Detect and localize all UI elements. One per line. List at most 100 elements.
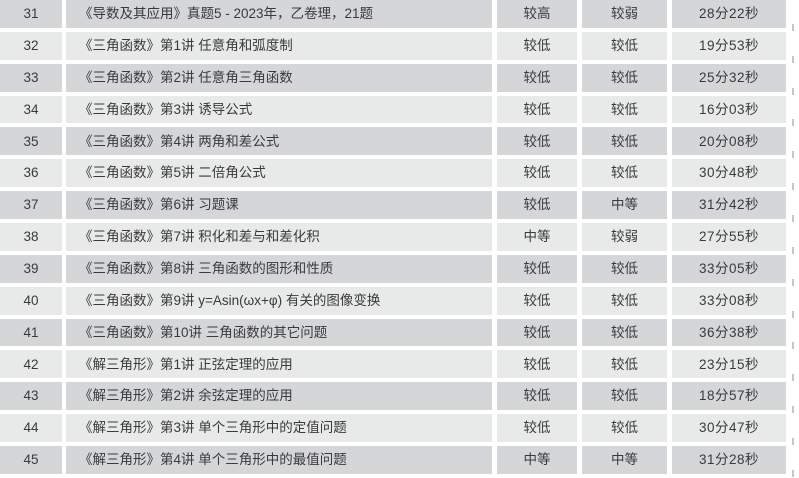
mastery-label: 较低 <box>611 133 638 149</box>
lesson-title-cell[interactable]: 《三角函数》第3讲 诱导公式 <box>66 95 492 124</box>
duration-cell[interactable]: 33分05秒 <box>672 254 786 283</box>
difficulty-cell[interactable]: 中等 <box>497 446 577 474</box>
duration-label: 30分47秒 <box>698 420 760 436</box>
table-row: 33 《三角函数》第2讲 任意角三角函数 较低 较低 25分32秒 <box>0 63 799 96</box>
row-number-cell[interactable]: 36 <box>0 159 62 188</box>
mastery-label: 较低 <box>611 38 638 54</box>
lesson-title-cell[interactable]: 《导数及其应用》真题5 - 2023年，乙卷理，21题 <box>66 0 492 28</box>
right-gridline-stub <box>786 63 799 95</box>
mastery-label: 较低 <box>611 292 638 308</box>
lesson-title-cell[interactable]: 《解三角形》第1讲 正弦定理的应用 <box>66 350 492 379</box>
row-number-cell[interactable]: 31 <box>0 0 62 28</box>
difficulty-cell[interactable]: 较高 <box>497 0 577 28</box>
duration-cell[interactable]: 30分48秒 <box>672 159 786 188</box>
row-number-cell[interactable]: 34 <box>0 95 62 124</box>
mastery-label: 较低 <box>611 165 638 181</box>
difficulty-cell[interactable]: 较低 <box>497 95 577 124</box>
table-row: 35 《三角函数》第4讲 两角和差公式 较低 较低 20分08秒 <box>0 127 799 159</box>
mastery-cell[interactable]: 较低 <box>582 382 667 411</box>
mastery-cell[interactable]: 较低 <box>582 159 667 188</box>
difficulty-label: 较低 <box>523 356 551 372</box>
lesson-title-cell[interactable]: 《三角函数》第8讲 三角函数的图形和性质 <box>66 254 492 283</box>
mastery-cell[interactable]: 较低 <box>582 95 667 124</box>
row-number-cell[interactable]: 38 <box>0 223 62 251</box>
duration-cell[interactable]: 31分28秒 <box>672 446 786 474</box>
duration-cell[interactable]: 33分08秒 <box>672 286 786 315</box>
lesson-title-cell[interactable]: 《三角函数》第5讲 二倍角公式 <box>66 159 492 188</box>
duration-cell[interactable]: 19分53秒 <box>672 31 786 60</box>
difficulty-label: 较低 <box>523 261 551 277</box>
lesson-title-cell[interactable]: 《三角函数》第7讲 积化和差与和差化积 <box>66 223 492 251</box>
difficulty-cell[interactable]: 较低 <box>497 31 577 60</box>
duration-cell[interactable]: 16分03秒 <box>672 95 786 124</box>
lesson-title-cell[interactable]: 《三角函数》第9讲 y=Asin(ωx+φ) 有关的图像变换 <box>66 286 492 315</box>
duration-cell[interactable]: 36分38秒 <box>672 318 786 347</box>
mastery-cell[interactable]: 较弱 <box>582 223 667 251</box>
difficulty-cell[interactable]: 较低 <box>497 286 577 315</box>
duration-cell[interactable]: 18分57秒 <box>672 382 786 411</box>
mastery-cell[interactable]: 较低 <box>582 350 667 379</box>
mastery-cell[interactable]: 较低 <box>582 63 667 92</box>
difficulty-cell[interactable]: 中等 <box>497 223 577 251</box>
lesson-title-cell[interactable]: 《三角函数》第1讲 任意角和弧度制 <box>66 31 492 60</box>
duration-label: 33分08秒 <box>698 292 760 308</box>
difficulty-label: 较低 <box>523 38 551 54</box>
difficulty-cell[interactable]: 较低 <box>497 414 577 443</box>
difficulty-label: 较低 <box>523 197 551 213</box>
row-number-cell[interactable]: 33 <box>0 63 62 92</box>
lesson-title-cell[interactable]: 《三角函数》第10讲 三角函数的其它问题 <box>66 318 492 347</box>
difficulty-cell[interactable]: 较低 <box>497 350 577 379</box>
mastery-cell[interactable]: 中等 <box>582 191 667 220</box>
mastery-cell[interactable]: 较低 <box>582 254 667 283</box>
mastery-label: 较低 <box>611 324 638 340</box>
row-number-cell[interactable]: 39 <box>0 254 62 283</box>
duration-cell[interactable]: 27分55秒 <box>672 223 786 251</box>
lesson-title: 《三角函数》第8讲 三角函数的图形和性质 <box>79 261 334 277</box>
row-number: 36 <box>23 165 39 181</box>
lesson-title-cell[interactable]: 《解三角形》第4讲 单个三角形中的最值问题 <box>66 446 492 474</box>
row-number: 40 <box>23 292 39 308</box>
row-number-cell[interactable]: 35 <box>0 127 62 156</box>
lesson-title-cell[interactable]: 《三角函数》第2讲 任意角三角函数 <box>66 63 492 92</box>
difficulty-cell[interactable]: 较低 <box>497 254 577 283</box>
difficulty-cell[interactable]: 较低 <box>497 191 577 220</box>
lesson-title: 《三角函数》第6讲 习题课 <box>79 197 239 213</box>
mastery-cell[interactable]: 较低 <box>582 286 667 315</box>
difficulty-cell[interactable]: 较低 <box>497 159 577 188</box>
row-number-cell[interactable]: 37 <box>0 191 62 220</box>
lesson-title-cell[interactable]: 《解三角形》第2讲 余弦定理的应用 <box>66 382 492 411</box>
duration-cell[interactable]: 31分42秒 <box>672 191 786 220</box>
row-number-cell[interactable]: 44 <box>0 414 62 443</box>
difficulty-cell[interactable]: 较低 <box>497 318 577 347</box>
duration-cell[interactable]: 30分47秒 <box>672 414 786 443</box>
row-number-cell[interactable]: 43 <box>0 382 62 411</box>
table-row: 36 《三角函数》第5讲 二倍角公式 较低 较低 30分48秒 <box>0 159 799 191</box>
duration-label: 28分22秒 <box>698 6 760 22</box>
row-number-cell[interactable]: 42 <box>0 350 62 379</box>
row-number-cell[interactable]: 41 <box>0 318 62 347</box>
lesson-title-cell[interactable]: 《三角函数》第6讲 习题课 <box>66 191 492 220</box>
mastery-cell[interactable]: 较低 <box>582 31 667 60</box>
lesson-title: 《三角函数》第9讲 y=Asin(ωx+φ) 有关的图像变换 <box>79 292 381 308</box>
row-number-cell[interactable]: 40 <box>0 286 62 315</box>
duration-cell[interactable]: 25分32秒 <box>672 63 786 92</box>
row-number-cell[interactable]: 45 <box>0 446 62 474</box>
mastery-cell[interactable]: 较低 <box>582 414 667 443</box>
mastery-cell[interactable]: 较弱 <box>582 0 667 28</box>
lesson-title-cell[interactable]: 《解三角形》第3讲 单个三角形中的定值问题 <box>66 414 492 443</box>
duration-cell[interactable]: 20分08秒 <box>672 127 786 156</box>
lesson-title: 《导数及其应用》真题5 - 2023年，乙卷理，21题 <box>79 6 374 22</box>
duration-cell[interactable]: 28分22秒 <box>672 0 786 28</box>
mastery-cell[interactable]: 较低 <box>582 127 667 156</box>
mastery-label: 较弱 <box>611 6 638 22</box>
duration-cell[interactable]: 23分15秒 <box>672 350 786 379</box>
row-number: 32 <box>23 38 39 54</box>
difficulty-cell[interactable]: 较低 <box>497 382 577 411</box>
right-gridline-stub <box>786 382 799 414</box>
mastery-cell[interactable]: 中等 <box>582 446 667 474</box>
mastery-cell[interactable]: 较低 <box>582 318 667 347</box>
difficulty-cell[interactable]: 较低 <box>497 127 577 156</box>
row-number-cell[interactable]: 32 <box>0 31 62 60</box>
difficulty-cell[interactable]: 较低 <box>497 63 577 92</box>
lesson-title-cell[interactable]: 《三角函数》第4讲 两角和差公式 <box>66 127 492 156</box>
